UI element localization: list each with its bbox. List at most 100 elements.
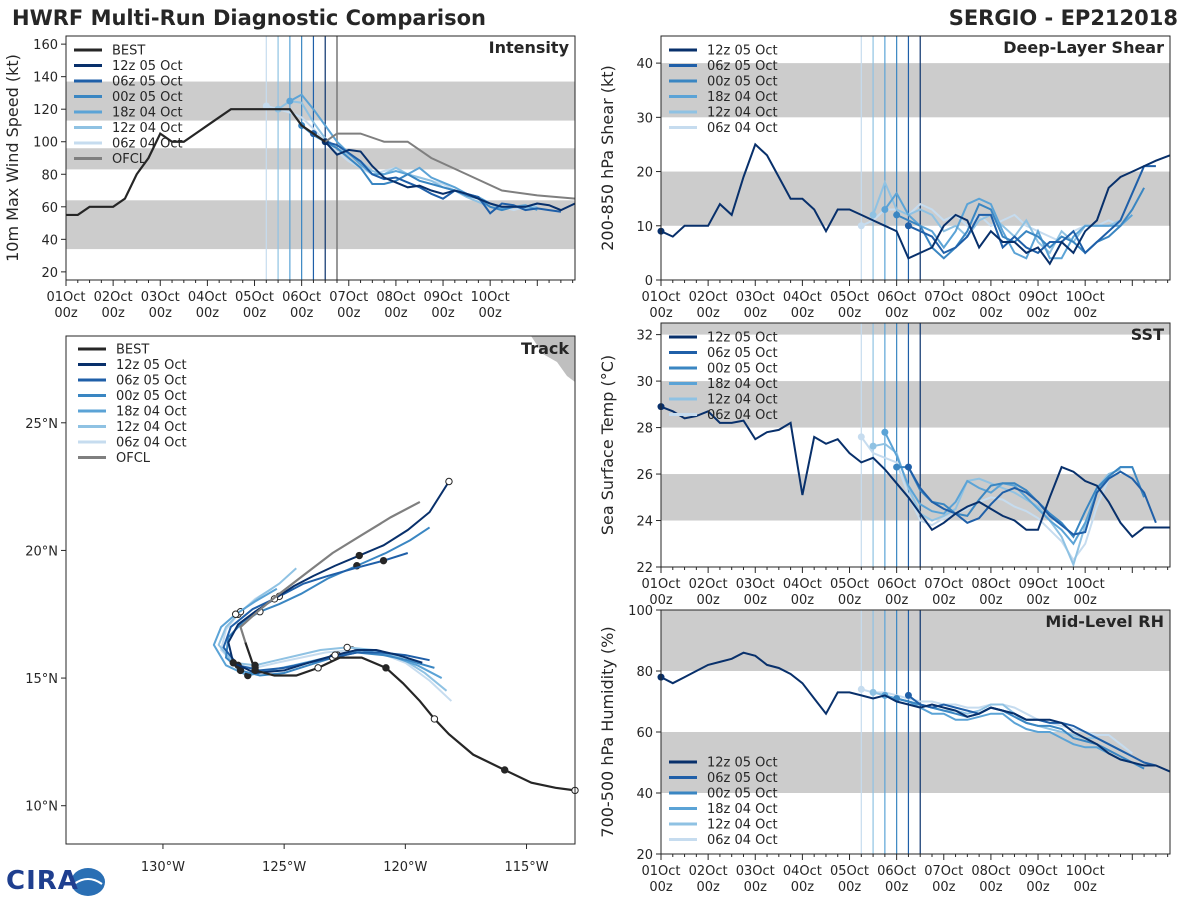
- x-tick-hour: 00z: [838, 593, 862, 608]
- y-tick-label: 30: [636, 375, 653, 390]
- x-tick-hour: 00z: [744, 306, 768, 321]
- x-tick-label: 115°W: [504, 860, 548, 875]
- legend-label: 12z 05 Oct: [707, 44, 778, 59]
- legend-label: 06z 05 Oct: [707, 59, 778, 74]
- series-start-marker: [904, 463, 912, 471]
- track-line-06z-04-oct: [220, 587, 453, 702]
- track-position-marker: [355, 551, 363, 560]
- track-position-marker: [445, 477, 453, 486]
- x-tick-label: 01Oct 00z: [641, 290, 680, 321]
- x-tick-day: 06Oct: [282, 290, 321, 305]
- x-tick-hour: 00z: [1026, 593, 1050, 608]
- legend-label: OFCL: [116, 451, 151, 466]
- y-tick-label: 160: [33, 38, 58, 53]
- series-line-18z-04-oct: [884, 694, 1133, 764]
- legend-label: 06z 04 Oct: [707, 833, 778, 848]
- legend-label: 00z 05 Oct: [112, 90, 183, 105]
- shaded-band: [66, 81, 575, 121]
- x-tick-day: 07Oct: [924, 864, 963, 879]
- track-position-marker: [343, 643, 351, 652]
- x-tick-hour: 00z: [696, 880, 720, 895]
- x-tick-label: 03Oct 00z: [141, 290, 180, 321]
- x-tick-hour: 00z: [979, 593, 1003, 608]
- series-line-12z-05-oct: [324, 141, 576, 212]
- x-tick-label: 07Oct 00z: [924, 290, 963, 321]
- x-tick-hour: 00z: [885, 880, 909, 895]
- x-tick-label: 10Oct 00z: [1066, 577, 1105, 608]
- x-tick-day: 01Oct: [641, 864, 680, 879]
- legend-label: 00z 05 Oct: [707, 75, 778, 90]
- panel-title: SST: [1131, 325, 1164, 344]
- x-tick-hour: 00z: [101, 306, 125, 321]
- y-tick-label: 26: [636, 468, 653, 483]
- y-tick-label: 20: [41, 266, 58, 281]
- legend-label: 00z 05 Oct: [707, 787, 778, 802]
- y-tick-label: 60: [41, 201, 58, 216]
- legend-label: 06z 04 Oct: [112, 137, 183, 152]
- x-tick-day: 05Oct: [830, 864, 869, 879]
- legend-label: 18z 04 Oct: [707, 802, 778, 817]
- x-tick-label: 02Oct 00z: [689, 290, 728, 321]
- legend-label: 06z 05 Oct: [707, 771, 778, 786]
- series-line-12z-04-oct: [872, 179, 1121, 255]
- best-track-marker: [430, 715, 439, 723]
- track-position-marker: [229, 659, 237, 667]
- x-tick-label: 04Oct 00z: [783, 290, 822, 321]
- x-tick-day: 09Oct: [424, 290, 463, 305]
- x-tick-hour: 00z: [649, 593, 673, 608]
- x-tick-day: 06Oct: [877, 577, 916, 592]
- panel-title: Mid-Level RH: [1045, 612, 1164, 631]
- x-tick-day: 01Oct: [641, 290, 680, 305]
- y-axis-label: Sea Surface Temp (°C): [598, 355, 617, 535]
- x-tick-label: 04Oct 00z: [783, 864, 822, 895]
- x-tick-day: 02Oct: [94, 290, 133, 305]
- y-tick-label: 80: [636, 665, 653, 680]
- x-tick-day: 10Oct: [1066, 577, 1105, 592]
- legend-label: 06z 04 Oct: [707, 408, 778, 423]
- x-tick-day: 07Oct: [924, 577, 963, 592]
- logo-globe: [71, 868, 105, 896]
- legend-label: 18z 04 Oct: [707, 377, 778, 392]
- series-start-marker: [857, 685, 865, 693]
- x-tick-day: 05Oct: [830, 290, 869, 305]
- x-tick-label: 01Oct 00z: [641, 864, 680, 895]
- y-tick-label: 10: [636, 220, 653, 235]
- plot-frame: [660, 35, 1171, 281]
- shaded-band: [661, 171, 1170, 226]
- x-tick-day: 03Oct: [736, 577, 775, 592]
- legend-label: 06z 04 Oct: [707, 121, 778, 136]
- shaded-band: [661, 610, 1170, 671]
- x-tick-day: 01Oct: [641, 577, 680, 592]
- panel-track: 130°W 125°W 120°W 115°W 10°N 15°N 20°N 25°N Trac…: [25, 335, 579, 875]
- x-tick-hour: 00z: [1026, 306, 1050, 321]
- x-tick-day: 02Oct: [689, 577, 728, 592]
- x-tick-hour: 00z: [243, 306, 267, 321]
- track-line-12z-05-oct: [227, 480, 450, 674]
- legend-label: 18z 04 Oct: [112, 106, 183, 121]
- series-start-marker: [904, 222, 912, 230]
- x-tick-day: 08Oct: [971, 290, 1010, 305]
- y-tick-label: 100: [628, 604, 653, 619]
- logo-text: CIRA: [6, 866, 79, 896]
- x-tick-label: 07Oct 00z: [924, 864, 963, 895]
- x-tick-hour: 00z: [1026, 880, 1050, 895]
- shaded-band: [66, 148, 575, 170]
- x-tick-day: 07Oct: [329, 290, 368, 305]
- series-line-00z-05-oct: [896, 697, 1145, 770]
- x-tick-hour: 00z: [791, 880, 815, 895]
- series-line-ofcl: [324, 132, 576, 200]
- legend-label: 12z 04 Oct: [116, 420, 187, 435]
- y-tick-label: 40: [636, 57, 653, 72]
- y-tick-label: 22: [636, 561, 653, 576]
- series-line-12z-05-oct: [660, 142, 1171, 266]
- y-axis-label: 700-500 hPa Humidity (%): [598, 626, 617, 837]
- best-track-marker: [382, 664, 390, 672]
- x-tick-label: 01Oct 00z: [46, 290, 85, 321]
- x-tick-hour: 00z: [838, 306, 862, 321]
- legend-label: 12z 04 Oct: [707, 818, 778, 833]
- x-tick-hour: 00z: [54, 306, 78, 321]
